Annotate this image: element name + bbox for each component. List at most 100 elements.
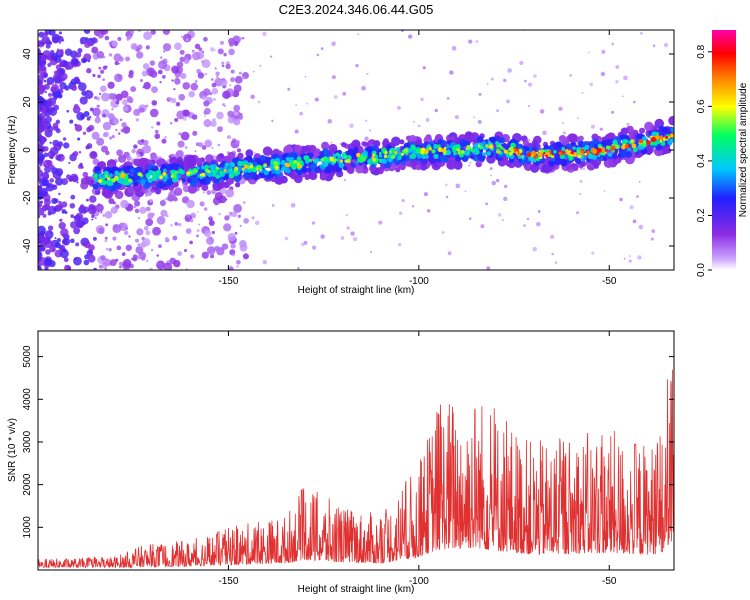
spectrogram-cell bbox=[384, 150, 388, 155]
spectrogram-cell bbox=[115, 100, 120, 105]
spectrogram-cell bbox=[49, 178, 55, 183]
spectrogram-cell bbox=[250, 174, 256, 180]
spectrogram-cell bbox=[218, 126, 222, 130]
spectrogram-cell bbox=[70, 238, 75, 244]
spectrogram-cell bbox=[220, 79, 228, 87]
spectrogram-cell bbox=[218, 153, 224, 159]
spectrogram-cell bbox=[59, 249, 69, 259]
spectrogram-cell bbox=[177, 222, 182, 227]
spectrogram-cell bbox=[55, 119, 61, 124]
spectrogram-cell bbox=[651, 229, 656, 233]
spectrogram-cell bbox=[102, 113, 107, 118]
spectrogram-cell bbox=[228, 84, 232, 87]
spectrogram-x-ticks: -150 -100 -50 bbox=[218, 30, 617, 287]
spectrogram-cell bbox=[420, 97, 424, 102]
spectrogram-cell bbox=[80, 181, 89, 190]
spectrogram-cell bbox=[120, 128, 124, 133]
spectrogram-cell bbox=[200, 165, 206, 170]
spectrogram-cell bbox=[117, 37, 122, 42]
spectrogram-cell bbox=[346, 158, 351, 164]
spectrogram-cell bbox=[423, 149, 429, 154]
spectrogram-cell bbox=[106, 176, 111, 181]
spectrogram-cell bbox=[213, 177, 219, 183]
spectrogram-cell bbox=[284, 236, 289, 241]
spectrogram-cell bbox=[51, 33, 61, 43]
spectrogram-cell bbox=[600, 71, 606, 77]
spectrogram-cell bbox=[48, 30, 56, 36]
snr-panel: -150 -100 -50 1000 2000 3000 4000 5000 Height … bbox=[7, 330, 675, 595]
spectrogram-cell bbox=[416, 153, 423, 160]
spectrogram-cell bbox=[121, 252, 126, 256]
spectrogram-cell bbox=[403, 142, 410, 149]
spectrogram-cell bbox=[642, 140, 647, 144]
spectrogram-cell bbox=[210, 47, 215, 52]
spectrogram-cell bbox=[82, 206, 89, 213]
spectrogram-cell bbox=[437, 144, 441, 148]
spectrogram-cell bbox=[295, 168, 304, 176]
spectrogram-cell bbox=[108, 198, 115, 205]
spectrogram-cell bbox=[561, 121, 565, 124]
spectrogram-cell bbox=[205, 236, 215, 245]
figure-title: C2E3.2024.346.06.44.G05 bbox=[279, 2, 434, 17]
spectrogram-cell bbox=[355, 63, 359, 68]
spectrogram-cell bbox=[507, 68, 512, 73]
spectrogram-cell bbox=[169, 121, 173, 125]
spectrogram-cell bbox=[43, 79, 47, 83]
spectrogram-cell bbox=[129, 30, 135, 35]
spectrogram-cell bbox=[241, 167, 246, 171]
spectrogram-cell bbox=[217, 48, 224, 55]
spectrogram-cell bbox=[591, 133, 599, 141]
spectrogram-cell bbox=[119, 118, 123, 122]
spectrogram-cell bbox=[214, 245, 220, 252]
spectrogram-cell bbox=[207, 169, 211, 174]
spectrogram-cell bbox=[143, 225, 149, 231]
spectrogram-cell bbox=[431, 149, 436, 154]
spectrogram-x-axis-label: Height of straight line (km) bbox=[298, 285, 415, 296]
spectrogram-cell bbox=[230, 69, 235, 74]
spectrogram-cell bbox=[535, 151, 539, 154]
spectrogram-cell bbox=[262, 259, 268, 265]
spectrogram-cell bbox=[629, 205, 634, 210]
spectrogram-cell bbox=[636, 194, 639, 198]
spectrogram-cell bbox=[332, 153, 337, 158]
spectrogram-cell bbox=[415, 164, 422, 171]
spectrogram-cell bbox=[64, 264, 71, 270]
spectrogram-cell bbox=[398, 211, 403, 215]
spectrogram-cell bbox=[582, 167, 586, 171]
spectrogram-cell bbox=[496, 109, 499, 112]
spectrogram-cell bbox=[152, 172, 157, 177]
spectrogram-cell bbox=[396, 147, 400, 151]
spectrogram-cell bbox=[128, 72, 134, 79]
spectrogram-cell bbox=[286, 163, 291, 168]
spectrogram-cell bbox=[546, 151, 550, 156]
spectrogram-cell bbox=[149, 70, 158, 78]
spectrogram-cell bbox=[580, 150, 583, 154]
spectrogram-cell bbox=[670, 134, 674, 138]
spectrogram-cell bbox=[271, 119, 274, 122]
spectrogram-cell bbox=[93, 267, 97, 270]
spectrogram-cell bbox=[126, 37, 130, 41]
spectrogram-cell bbox=[133, 44, 138, 49]
spectrogram-cell bbox=[159, 175, 163, 180]
spectrogram-cell bbox=[631, 143, 637, 149]
spectrogram-cell bbox=[108, 136, 113, 140]
spectrogram-cell bbox=[259, 64, 262, 67]
spectrogram-cell bbox=[558, 135, 567, 143]
spectrogram-cell bbox=[203, 119, 212, 128]
spectrogram-cell bbox=[611, 42, 615, 46]
spectrogram-cell bbox=[81, 166, 84, 169]
spectrogram-cell bbox=[311, 221, 316, 225]
spectrogram-y-tick-label: 40 bbox=[22, 48, 33, 60]
spectrogram-cell bbox=[139, 206, 147, 214]
spectrogram-cell bbox=[55, 204, 63, 211]
spectrogram-cell bbox=[129, 167, 136, 173]
spectrogram-cell bbox=[424, 154, 429, 159]
spectrogram-cell bbox=[79, 162, 83, 167]
spectrogram-cell bbox=[171, 79, 174, 82]
spectrogram-cell bbox=[149, 267, 153, 270]
spectrogram-cell bbox=[214, 49, 217, 52]
spectrogram-cell bbox=[625, 151, 632, 158]
spectrogram-cell bbox=[607, 152, 613, 157]
spectrogram-cell bbox=[320, 234, 325, 239]
spectrogram-cell bbox=[270, 176, 277, 183]
